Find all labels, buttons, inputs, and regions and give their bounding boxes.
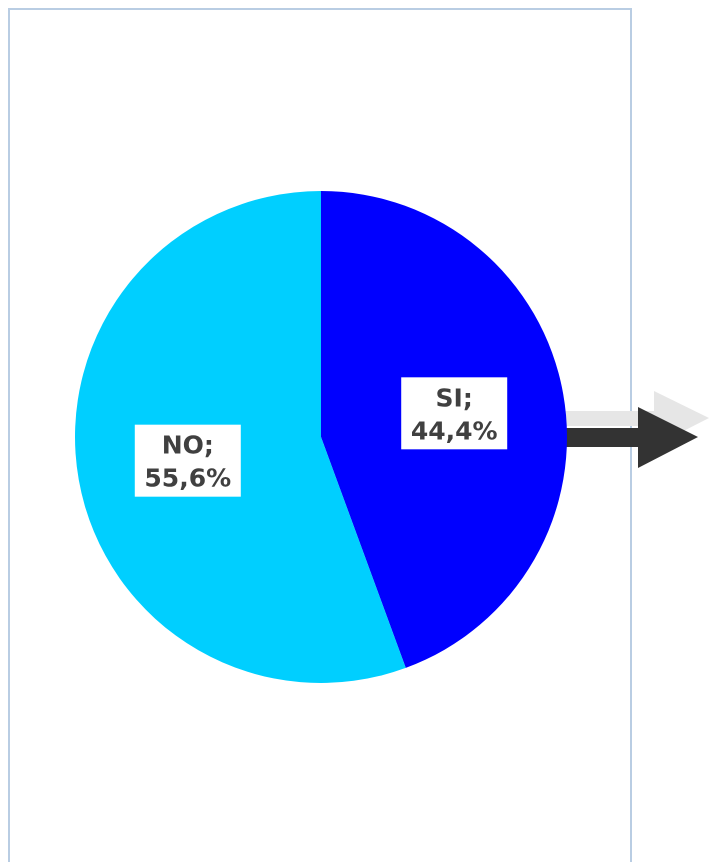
data-label-box [134, 424, 241, 497]
data-label-si: SI; 44,4% [401, 377, 508, 450]
arrow-body [560, 407, 698, 468]
data-label-no: NO; 55,6% [134, 424, 241, 497]
pie-labels: SI; 44,4% NO; 55,6% [134, 377, 508, 497]
data-label-category: SI; [436, 383, 473, 412]
arrow-right-icon [560, 391, 709, 468]
data-label-box [401, 377, 508, 450]
data-label-value: 55,6% [144, 464, 231, 493]
data-label-category: NO; [162, 431, 214, 460]
data-label-value: 44,4% [411, 416, 498, 445]
